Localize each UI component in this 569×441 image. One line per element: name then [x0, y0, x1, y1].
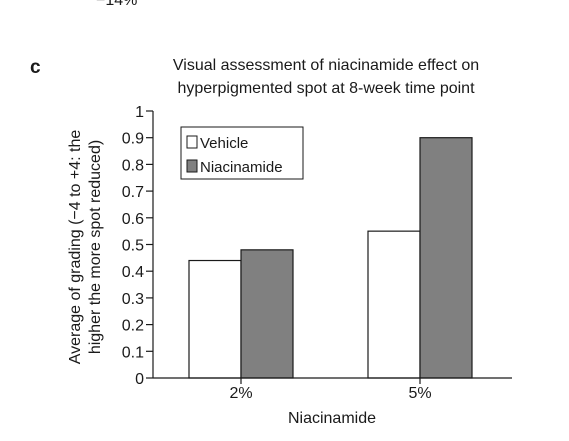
- y-tick-label: 0: [135, 371, 144, 388]
- x-tick-label: 5%: [408, 385, 431, 402]
- y-tick-label: 0.5: [122, 238, 144, 255]
- y-axis-ticks: 0 0.1 0.2 0.3 0.4 0.5 0.6 0.7 0.8 0.9 1: [122, 104, 153, 388]
- x-axis-ticks: 2% 5%: [229, 378, 432, 402]
- y-axis-label-line-1: Average of grading (−4 to +4: the: [67, 130, 84, 365]
- legend: Vehicle Niacinamide: [180, 126, 304, 180]
- x-tick-label: 2%: [229, 385, 252, 402]
- bar-vehicle-2pct: [188, 259, 242, 379]
- bar-niacinamide-5pct: [419, 137, 473, 379]
- y-tick-label: 0.1: [122, 344, 144, 361]
- y-axis-label-line-2: higher the more spot reduced): [87, 140, 104, 354]
- legend-label-niacinamide: Niacinamide: [200, 159, 283, 176]
- y-tick-label: 0.7: [122, 184, 144, 201]
- y-tick-label: 0.4: [122, 264, 144, 281]
- y-tick-label: 0.2: [122, 318, 144, 335]
- legend-swatch-niacinamide: [186, 159, 198, 173]
- legend-label-vehicle: Vehicle: [200, 135, 248, 152]
- bar-vehicle-5pct: [367, 230, 421, 379]
- bar-niacinamide-2pct: [240, 249, 294, 379]
- legend-box: [180, 126, 304, 180]
- bars-group: [188, 137, 473, 379]
- y-tick-label: 0.8: [122, 157, 144, 174]
- y-tick-label: 0.6: [122, 211, 144, 228]
- top-fragment-text: −14%: [96, 0, 137, 9]
- y-tick-label: 1: [135, 104, 144, 121]
- panel-label: c: [30, 57, 41, 78]
- chart-title-line-2: hyperpigmented spot at 8-week time point: [177, 80, 475, 97]
- x-axis-label: Niacinamide: [288, 410, 376, 427]
- chart-title-line-1: Visual assessment of niacinamide effect …: [173, 57, 479, 74]
- y-tick-label: 0.9: [122, 131, 144, 148]
- legend-swatch-vehicle: [186, 135, 198, 149]
- y-tick-label: 0.3: [122, 291, 144, 308]
